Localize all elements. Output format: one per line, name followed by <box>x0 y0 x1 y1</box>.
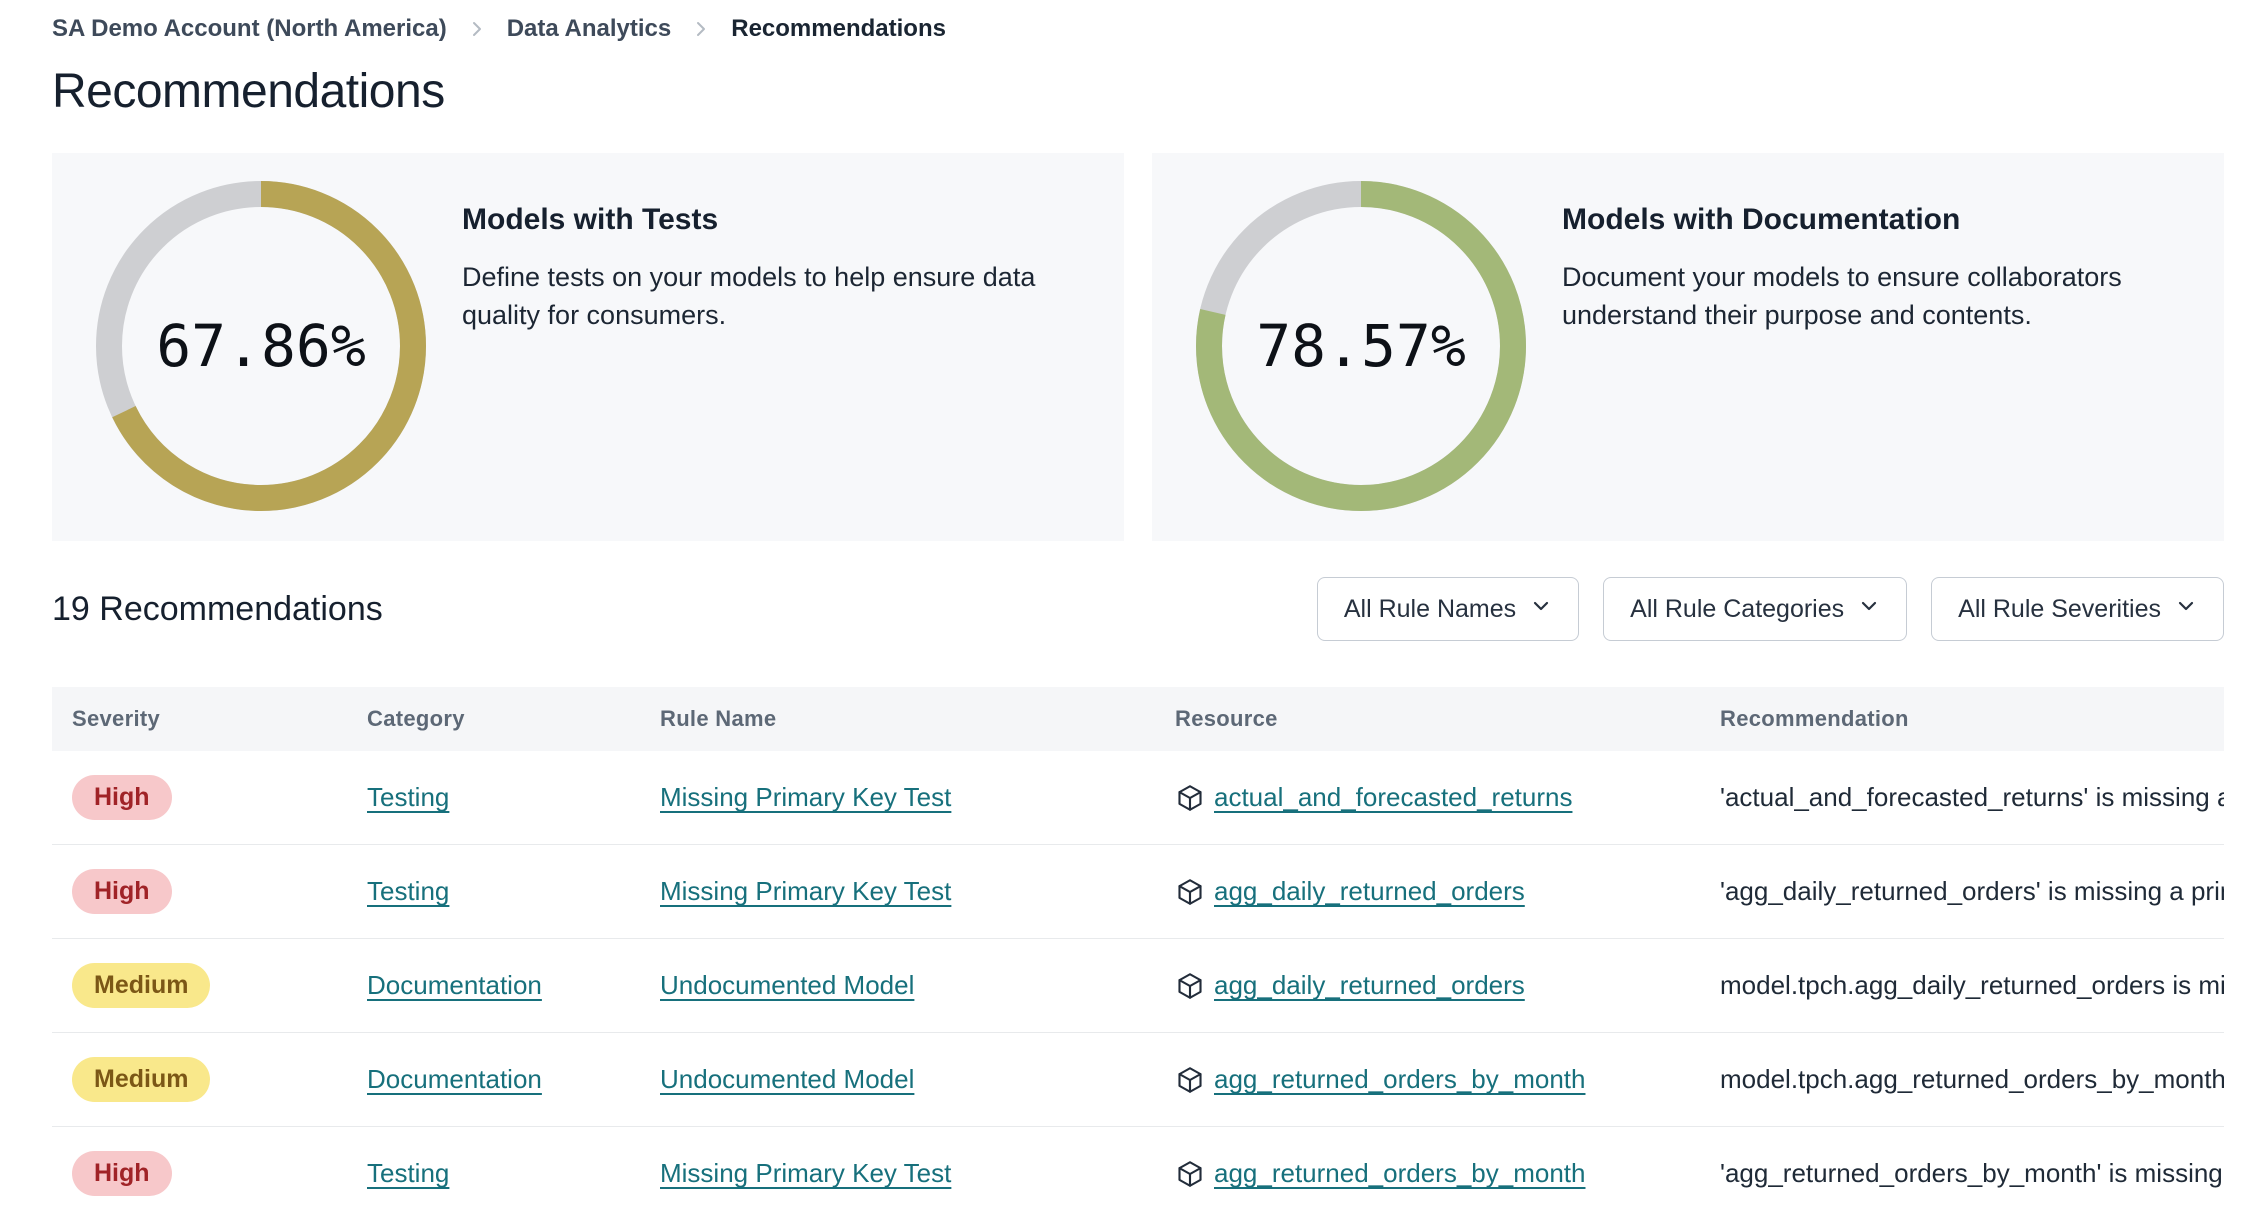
rule-severities-filter-dropdown[interactable]: All Rule Severities <box>1931 577 2224 641</box>
recommendation-text: 'actual_and_forecasted_returns' is missi… <box>1720 782 2224 812</box>
page-title: Recommendations <box>52 65 445 118</box>
severity-badge: High <box>72 869 172 914</box>
model-cube-icon <box>1175 1065 1205 1095</box>
docs-percent-value: 78.57% <box>1256 312 1466 380</box>
tests-donut-chart: 67.86% <box>96 181 426 511</box>
table-row: Medium Documentation Undocumented Model … <box>52 939 2224 1033</box>
filter-bar: All Rule Names All Rule Categories All R… <box>1316 577 2224 641</box>
category-link[interactable]: Documentation <box>367 970 542 1000</box>
model-cube-icon <box>1175 971 1205 1001</box>
category-link[interactable]: Documentation <box>367 1064 542 1094</box>
column-header-severity: Severity <box>72 706 161 731</box>
recommendation-text: 'agg_daily_returned_orders' is missing a… <box>1720 876 2224 906</box>
recommendations-count: 19 Recommendations <box>52 589 383 628</box>
card-title: Models with Tests <box>462 203 719 236</box>
column-header-category: Category <box>367 706 465 731</box>
models-with-tests-card: 67.86% Models with Tests Define tests on… <box>52 153 1124 541</box>
breadcrumb-current: Recommendations <box>731 15 946 42</box>
model-cube-icon <box>1175 783 1205 813</box>
card-description: Document your models to ensure collabora… <box>1562 262 2122 330</box>
resource-link[interactable]: actual_and_forecasted_returns <box>1214 782 1573 812</box>
breadcrumb: SA Demo Account (North America) Data Ana… <box>52 14 2224 44</box>
severity-badge: High <box>72 775 172 820</box>
filter-label: All Rule Names <box>1343 594 1517 623</box>
filter-label: All Rule Categories <box>1630 594 1845 623</box>
rule-name-link[interactable]: Missing Primary Key Test <box>660 876 952 906</box>
models-with-documentation-card: 78.57% Models with Documentation Documen… <box>1152 153 2224 541</box>
breadcrumb-project-link[interactable]: Data Analytics <box>506 15 672 42</box>
recommendation-text: 'agg_returned_orders_by_month' is missin… <box>1720 1158 2224 1188</box>
table-row: High Testing Missing Primary Key Test ag… <box>52 845 2224 939</box>
column-header-resource: Resource <box>1175 706 1278 731</box>
resource-link[interactable]: agg_daily_returned_orders <box>1214 970 1525 1000</box>
table-row: High Testing Missing Primary Key Test ag… <box>52 1127 2224 1220</box>
category-link[interactable]: Testing <box>367 782 450 812</box>
chevron-down-icon <box>2175 595 2197 624</box>
model-cube-icon <box>1175 877 1205 907</box>
severity-badge: Medium <box>72 1057 211 1102</box>
recommendations-page: SA Demo Account (North America) Data Ana… <box>52 14 2224 1220</box>
rule-names-filter-dropdown[interactable]: All Rule Names <box>1316 577 1580 641</box>
card-description: Define tests on your models to help ensu… <box>462 262 1036 330</box>
column-header-recommendation: Recommendation <box>1720 706 1909 731</box>
resource-link[interactable]: agg_returned_orders_by_month <box>1214 1064 1586 1094</box>
filter-label: All Rule Severities <box>1958 594 2161 623</box>
severity-badge: High <box>72 1151 172 1196</box>
table-body: High Testing Missing Primary Key Test ac… <box>52 751 2224 1220</box>
recommendations-table: Severity Category Rule Name Resource Rec… <box>52 687 2224 1220</box>
model-cube-icon <box>1175 1159 1205 1189</box>
chevron-down-icon <box>1858 595 1880 624</box>
category-link[interactable]: Testing <box>367 1158 450 1188</box>
rule-name-link[interactable]: Undocumented Model <box>660 1064 915 1094</box>
card-title: Models with Documentation <box>1562 203 1961 236</box>
rule-name-link[interactable]: Missing Primary Key Test <box>660 1158 952 1188</box>
tests-percent-value: 67.86% <box>156 312 366 380</box>
breadcrumb-account-link[interactable]: SA Demo Account (North America) <box>52 15 447 42</box>
resource-link[interactable]: agg_daily_returned_orders <box>1214 876 1525 906</box>
list-header: 19 Recommendations All Rule Names All Ru… <box>52 577 2224 641</box>
recommendation-text: model.tpch.agg_daily_returned_orders is … <box>1720 970 2224 1000</box>
chevron-down-icon <box>1530 595 1552 624</box>
table-row: Medium Documentation Undocumented Model … <box>52 1033 2224 1127</box>
rule-name-link[interactable]: Undocumented Model <box>660 970 915 1000</box>
table-row: High Testing Missing Primary Key Test ac… <box>52 751 2224 845</box>
chevron-right-icon <box>467 19 487 39</box>
table-header-row: Severity Category Rule Name Resource Rec… <box>52 687 2224 751</box>
docs-donut-chart: 78.57% <box>1196 181 1526 511</box>
rule-name-link[interactable]: Missing Primary Key Test <box>660 782 952 812</box>
category-link[interactable]: Testing <box>367 876 450 906</box>
column-header-rule-name: Rule Name <box>660 706 777 731</box>
resource-link[interactable]: agg_returned_orders_by_month <box>1214 1158 1586 1188</box>
metric-cards: 67.86% Models with Tests Define tests on… <box>52 153 2224 541</box>
recommendation-text: model.tpch.agg_returned_orders_by_month … <box>1720 1064 2224 1094</box>
rule-categories-filter-dropdown[interactable]: All Rule Categories <box>1603 577 1908 641</box>
severity-badge: Medium <box>72 963 211 1008</box>
chevron-right-icon <box>691 19 711 39</box>
